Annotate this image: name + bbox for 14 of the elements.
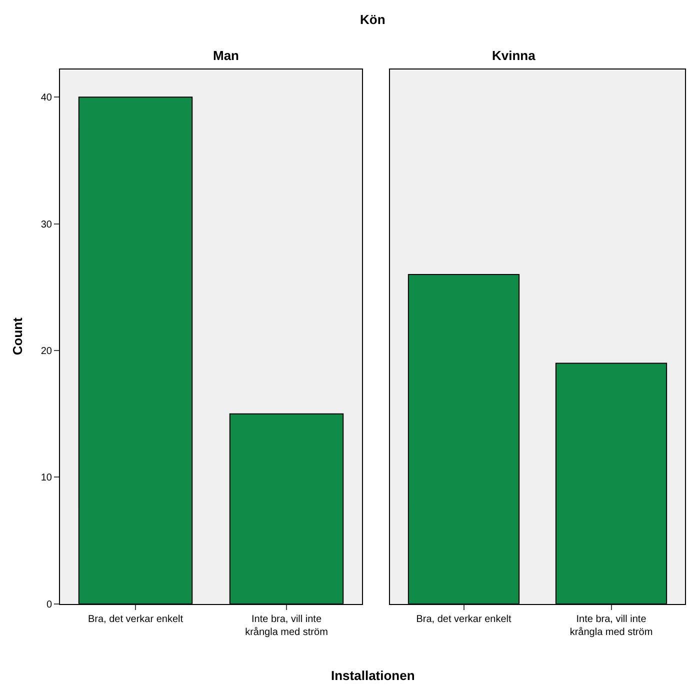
chart-title: Man — [213, 48, 240, 63]
x-tick-label: Inte bra, vill inte krångla med ström — [570, 614, 653, 638]
x-tick-label: Bra, det verkar enkelt — [88, 614, 184, 625]
y-tick-label: 0 — [46, 599, 52, 610]
text: Kön — [360, 12, 386, 27]
y-tick-label: 40 — [40, 92, 52, 104]
x-axis-title: Installationen — [331, 668, 415, 683]
x-tick-label: Inte bra, vill inte krångla med ström — [245, 614, 328, 638]
y-axis-title: Count — [10, 316, 25, 356]
y-tick-label: 20 — [40, 346, 52, 358]
y-tick-label: 30 — [40, 219, 52, 230]
chart-title: Kvinna — [492, 48, 536, 63]
y-tick-label: 10 — [40, 472, 52, 484]
x-tick-label: Bra, det verkar enkelt — [416, 614, 512, 625]
